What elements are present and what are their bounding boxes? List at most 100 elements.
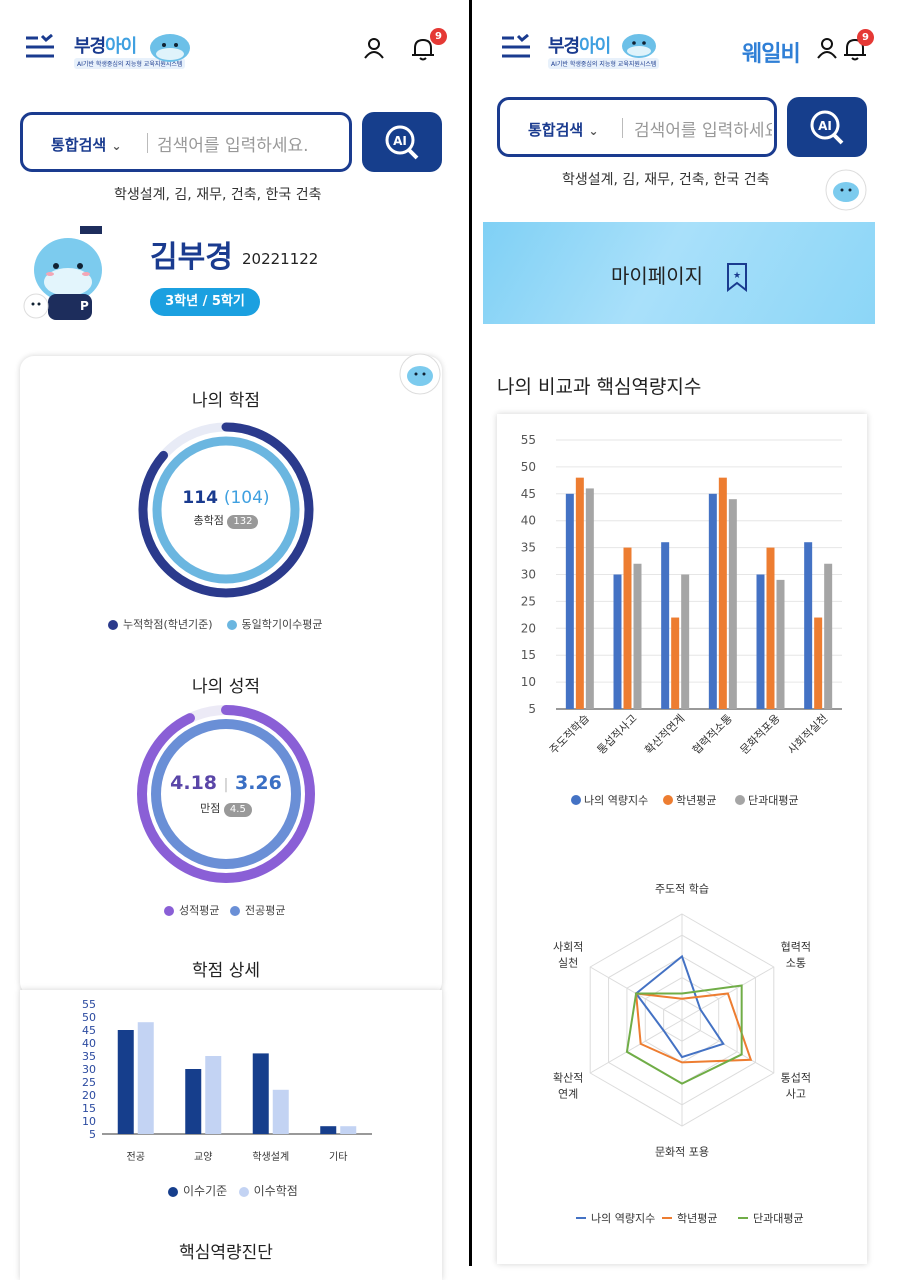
search-category-label: 통합검색 xyxy=(528,121,584,139)
x-tick-label: 사회적실천 xyxy=(785,711,831,757)
search-category-select[interactable]: 통합검색 ⌄ xyxy=(528,119,599,140)
bar xyxy=(661,542,670,709)
legend-dot xyxy=(168,1186,178,1197)
legend-label: 동일학기이수평균 xyxy=(241,618,323,631)
radar-axis-label: 통섭적 사고 xyxy=(781,1072,811,1101)
search-divider xyxy=(147,133,148,153)
grades-gpa-arc xyxy=(137,705,315,883)
chevron-down-icon: ⌄ xyxy=(111,139,122,153)
ai-search-icon: AI xyxy=(810,110,844,145)
search-input[interactable]: 검색어를 입력하세요. xyxy=(634,121,772,141)
y-tick-label: 45 xyxy=(82,1024,96,1037)
whale-chat-icon[interactable] xyxy=(824,168,868,212)
whale-chat-icon[interactable] xyxy=(398,352,442,396)
legend-label: 단과대평균 xyxy=(753,1212,804,1225)
grade-badge: 3학년 / 5학기 xyxy=(150,288,260,316)
legend-label: 학년평균 xyxy=(677,1212,717,1225)
radar-axis-label-line: 협력적 xyxy=(781,940,811,953)
x-tick-label: 문화적포용 xyxy=(738,712,783,757)
credits-value-row: 114 (104) xyxy=(130,488,322,508)
bar xyxy=(804,542,813,709)
grades-title: 나의 성적 xyxy=(192,677,260,697)
bar xyxy=(814,617,823,709)
y-tick-label: 35 xyxy=(521,541,536,555)
svg-text:AI: AI xyxy=(393,134,407,148)
x-tick-label: 확산적연계 xyxy=(642,712,687,757)
logo-subtitle: AI기반 학생중심의 지능형 교육지원시스템 xyxy=(74,58,186,69)
ai-search-button[interactable]: AI xyxy=(362,112,442,172)
radar-axis-label: 협력적 소통 xyxy=(781,940,811,969)
legend-dot xyxy=(229,906,240,916)
legend-dot xyxy=(663,795,673,805)
legend-dot xyxy=(238,1186,249,1197)
y-tick-label: 55 xyxy=(82,998,96,1011)
x-tick-label: 전공 xyxy=(127,1151,145,1163)
ai-search-button[interactable]: AI xyxy=(787,97,867,157)
radar-axis-label: 문화적 포용 xyxy=(655,1145,709,1158)
bookmark-icon[interactable]: ★ xyxy=(725,262,749,292)
y-tick-label: 20 xyxy=(82,1089,96,1102)
credits-total-row: 총학점 132 xyxy=(130,512,322,529)
y-tick-label: 5 xyxy=(528,702,536,716)
svg-text:★: ★ xyxy=(733,271,741,281)
radar-series xyxy=(634,954,725,1059)
y-tick-label: 35 xyxy=(82,1050,96,1063)
y-tick-label: 55 xyxy=(521,433,536,447)
radar-axis-label-line: 연계 xyxy=(558,1088,578,1101)
legend-label: 전공평균 xyxy=(244,904,286,917)
bar xyxy=(613,574,622,709)
legend-label: 나의 역량지수 xyxy=(591,1212,655,1225)
bell-icon[interactable] xyxy=(410,36,436,62)
mascot-avatar: P xyxy=(23,226,102,320)
radar-axis-label: 사회적 실천 xyxy=(553,940,583,969)
y-tick-label: 15 xyxy=(521,648,536,662)
y-tick-label: 45 xyxy=(521,487,536,501)
competency-section-title: 나의 비교과 핵심역량지수 xyxy=(497,376,702,398)
user-icon[interactable] xyxy=(816,37,838,59)
bar xyxy=(776,579,785,709)
bar xyxy=(320,1126,337,1134)
logo[interactable]: 부경아이 AI기반 학생중심의 지능형 교육지원시스템 xyxy=(74,32,186,69)
menu-icon[interactable] xyxy=(500,34,532,60)
grades-value-row: 4.18 | 3.26 xyxy=(130,772,322,794)
legend-label: 이수학점 xyxy=(253,1184,298,1198)
grades-max: 4.5 xyxy=(223,803,252,817)
y-tick-label: 30 xyxy=(82,1063,96,1076)
notification-badge: 9 xyxy=(430,28,447,45)
menu-icon[interactable] xyxy=(24,34,56,60)
notification-badge: 9 xyxy=(857,29,874,46)
y-tick-label: 50 xyxy=(82,1011,96,1024)
logo[interactable]: 부경아이 AI기반 학생중심의 지능형 교육지원시스템 xyxy=(548,32,660,69)
bar xyxy=(633,563,642,709)
bar xyxy=(766,547,775,709)
bar xyxy=(623,547,632,709)
search-category-select[interactable]: 통합검색 ⌄ xyxy=(51,134,122,155)
brand-logo[interactable]: 웨일비 xyxy=(742,42,801,67)
bell-icon[interactable] xyxy=(842,36,868,62)
credit-detail-title: 학점 상세 xyxy=(192,961,260,981)
radar-axis-label-line: 실천 xyxy=(558,955,578,969)
legend-label: 학년평균 xyxy=(676,794,716,807)
bar xyxy=(117,1030,134,1134)
y-tick-label: 10 xyxy=(521,675,536,689)
x-tick-label: 주도적학습 xyxy=(547,712,592,757)
search-input[interactable]: 검색어를 입력하세요. xyxy=(157,136,309,156)
credits-total: 132 xyxy=(227,515,259,529)
popular-keywords[interactable]: 학생설계, 김, 재무, 건축, 한국 건축 xyxy=(114,187,322,203)
y-tick-label: 40 xyxy=(82,1037,96,1050)
mypage-banner: 마이페이지 ★ xyxy=(483,222,875,324)
radar-axis-label-line: 확산적 xyxy=(553,1072,583,1085)
bar xyxy=(728,499,737,709)
radar-series xyxy=(625,984,743,1085)
popular-keywords[interactable]: 학생설계, 김, 재무, 건축, 한국 건축 xyxy=(562,172,770,188)
y-tick-label: 25 xyxy=(521,594,536,608)
bar xyxy=(252,1053,269,1134)
banner-title: 마이페이지 xyxy=(611,264,703,288)
grades-major-arc xyxy=(151,719,301,869)
bar xyxy=(585,488,594,709)
user-icon[interactable] xyxy=(362,36,386,60)
credits-average-arc xyxy=(152,436,300,584)
grades-legend: 성적평균 전공평균 xyxy=(164,902,285,918)
